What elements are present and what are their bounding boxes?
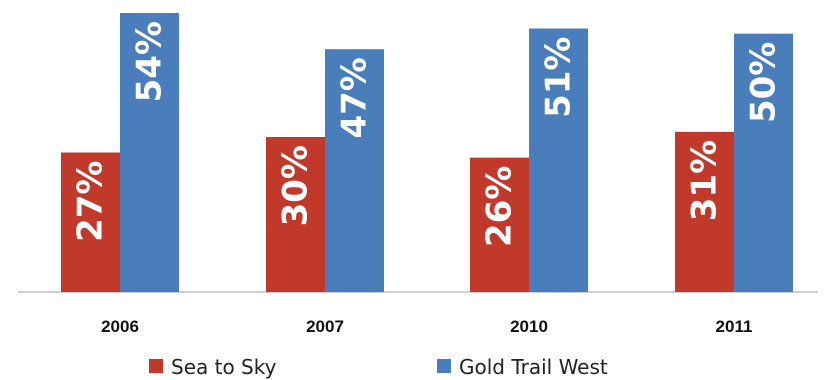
data-label-sea-to-sky-2011: 31% (685, 140, 725, 221)
bar-sea-to-sky-2010 (470, 157, 529, 292)
data-label-sea-to-sky-2007: 30% (276, 145, 316, 226)
data-label-gold-trail-west-2006: 54% (130, 21, 170, 102)
data-label-gold-trail-west-2007: 47% (335, 57, 375, 138)
x-tick-labels: 2006 2007 2010 2011 (101, 317, 752, 336)
data-label-gold-trail-west-2011: 50% (744, 42, 784, 123)
x-tick-label-2011: 2011 (716, 317, 753, 336)
legend: Sea to Sky Gold Trail West (149, 355, 608, 379)
bar-gold-trail-west-2011 (734, 33, 793, 293)
data-label-gold-trail-west-2010: 51% (539, 37, 579, 118)
bar-gold-trail-west-2006 (120, 13, 179, 292)
x-tick-label-2010: 2010 (510, 317, 548, 336)
data-label-sea-to-sky-2010: 26% (480, 166, 520, 247)
bars-group: 27% 54% 30% 47% 26% 51% 31% 50% (61, 13, 793, 293)
bar-gold-trail-west-2010 (529, 28, 588, 292)
legend-label-gold-trail-west: Gold Trail West (459, 355, 608, 379)
bar-sea-to-sky-2011 (675, 131, 734, 292)
legend-swatch-gold-trail-west (437, 359, 451, 373)
legend-label-sea-to-sky: Sea to Sky (171, 355, 277, 379)
x-tick-label-2006: 2006 (101, 317, 139, 336)
bar-gold-trail-west-2007 (325, 49, 384, 292)
bar-sea-to-sky-2006 (61, 152, 120, 292)
legend-swatch-sea-to-sky (149, 359, 163, 373)
bar-sea-to-sky-2007 (266, 137, 325, 292)
x-tick-label-2007: 2007 (306, 317, 344, 336)
data-label-sea-to-sky-2006: 27% (71, 161, 111, 242)
